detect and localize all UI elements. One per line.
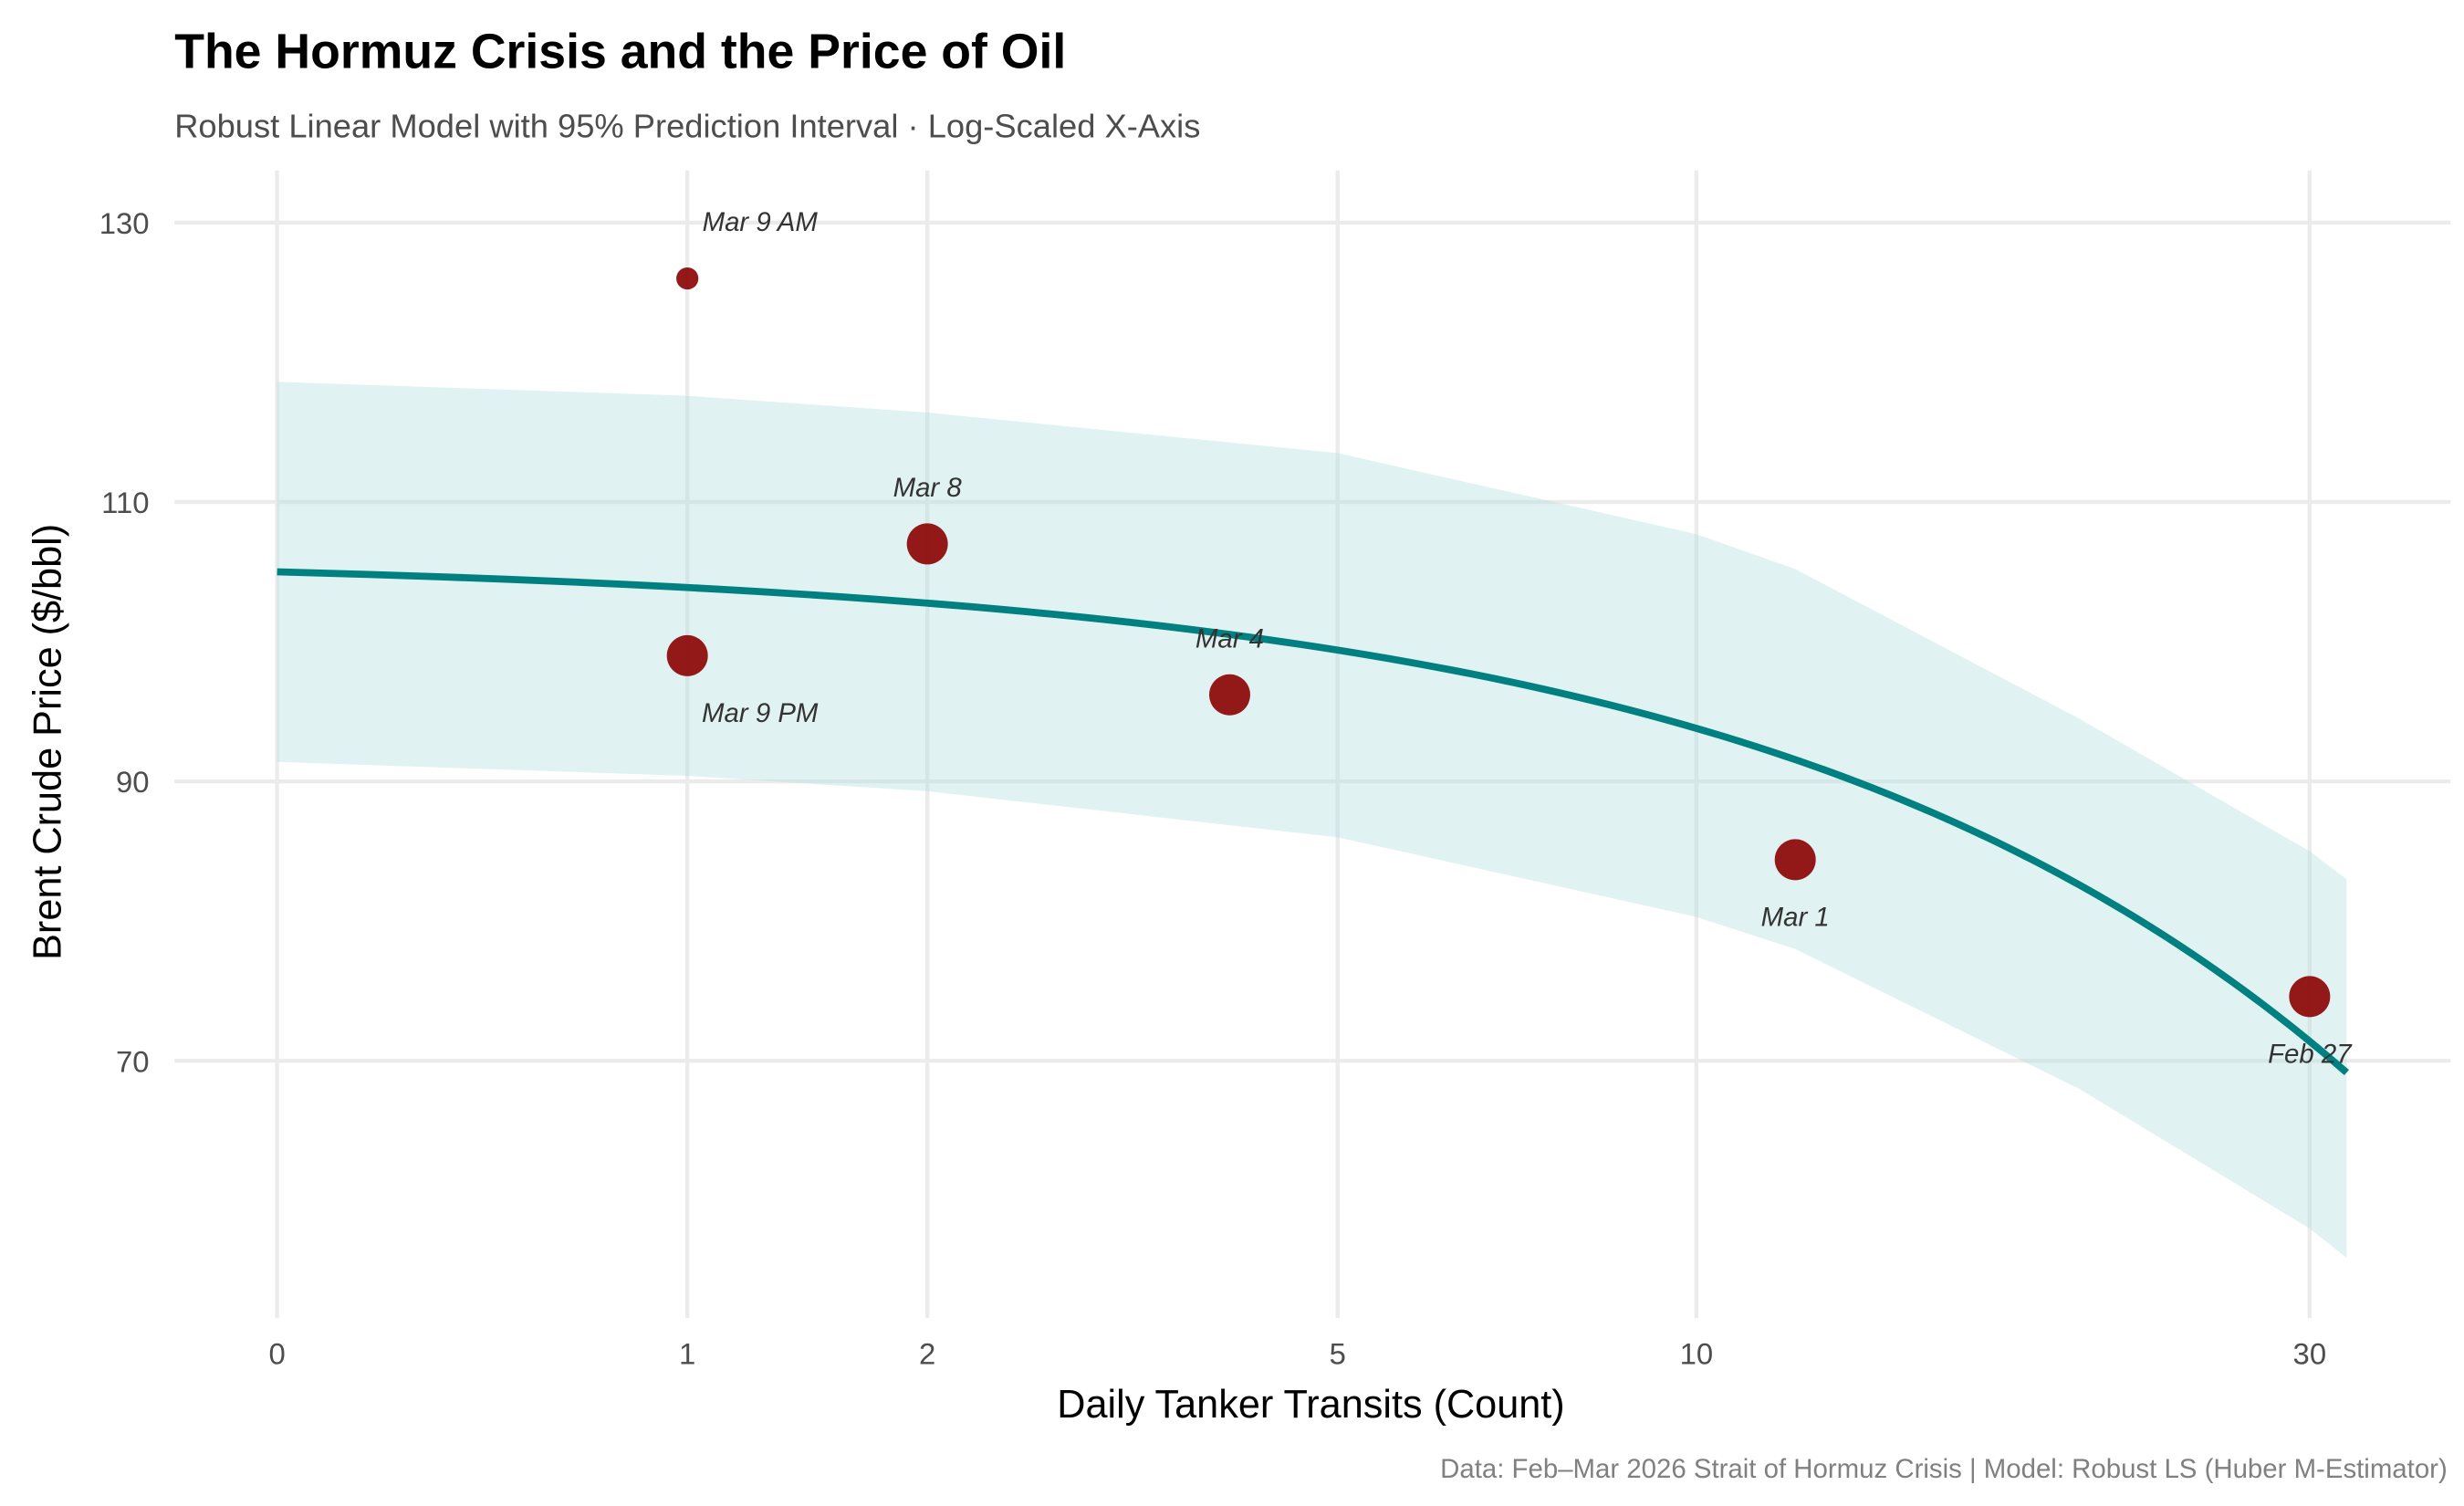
tick-labels: 0 1 2 5 10 30 70 90 110 130 [99,206,2326,1370]
prediction-band [277,382,2347,1259]
fit-line-group [277,568,2349,1076]
point-label: Feb 27 [2268,1039,2353,1069]
data-point [666,634,708,676]
data-point [2289,976,2331,1018]
y-axis-label: Brent Crude Price ($/bbl) [26,524,70,960]
x-tick-label: 10 [1680,1336,1714,1370]
x-tick-label: 1 [679,1336,695,1370]
data-point [906,523,948,565]
chart-title: The Hormuz Crisis and the Price of Oil [174,24,1066,78]
data-point [676,267,699,290]
gridlines [174,170,2451,1319]
point-label: Mar 1 [1761,902,1830,932]
x-tick-label: 0 [268,1336,285,1370]
x-axis-label: Daily Tanker Transits (Count) [1057,1383,1564,1427]
y-tick-label: 110 [101,486,149,519]
y-tick-label: 70 [116,1044,150,1078]
point-label: Mar 9 PM [702,698,819,728]
point-label: Mar 8 [893,473,963,503]
prediction-interval [277,382,2347,1259]
x-tick-label: 30 [2293,1336,2327,1370]
fit-line [277,568,2349,1076]
data-point [1774,839,1816,881]
point-label: Mar 9 AM [703,207,819,237]
x-tick-label: 2 [919,1336,935,1370]
data-points: Mar 9 AM Mar 9 PM Mar 8 Mar 4 Mar 1 Feb 27 [666,207,2353,1069]
chart-subtitle: Robust Linear Model with 95% Prediction … [174,107,1200,144]
y-tick-label: 130 [99,206,150,240]
point-label: Mar 4 [1195,623,1264,654]
x-tick-label: 5 [1330,1336,1346,1370]
y-tick-label: 90 [116,765,150,799]
data-point [1208,674,1250,716]
caption: Data: Feb–Mar 2026 Strait of Hormuz Cris… [1440,1454,2448,1484]
